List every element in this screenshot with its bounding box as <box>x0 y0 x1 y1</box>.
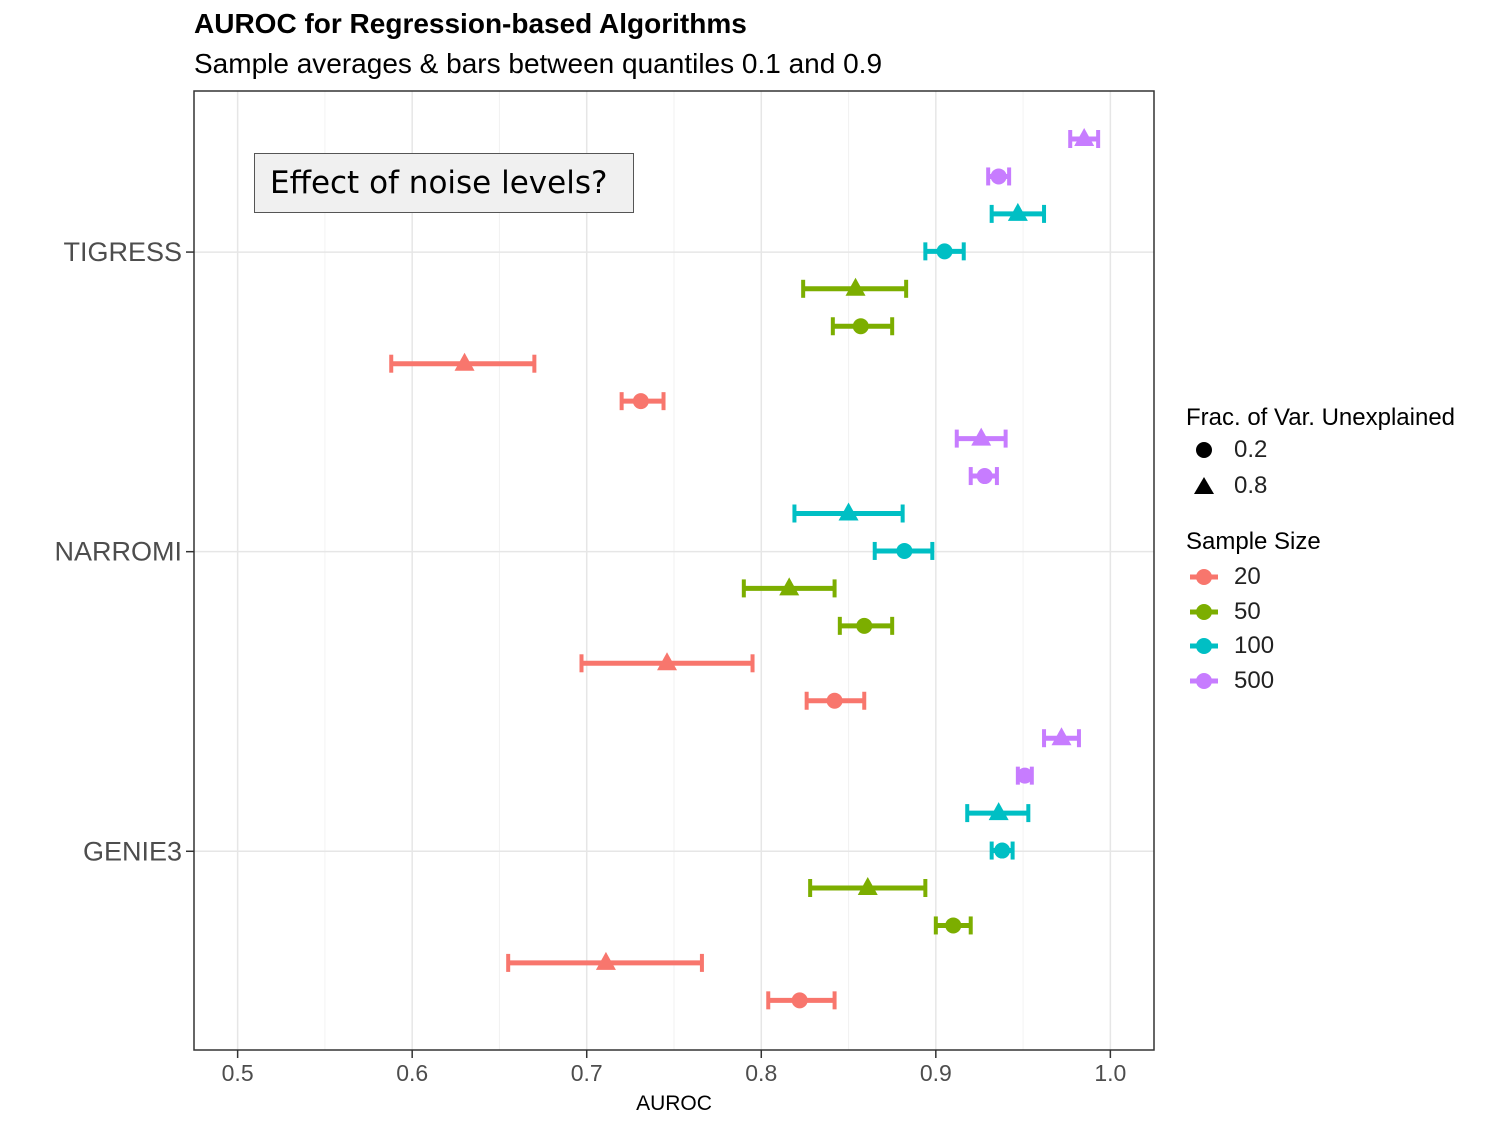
circle-icon <box>1196 442 1212 458</box>
point-circle <box>994 842 1011 859</box>
point-circle <box>976 468 993 485</box>
data-point-NARROMI-100-0.8 <box>792 502 905 523</box>
data-point-TIGRESS-20-0.8 <box>389 352 537 373</box>
legend-label: 500 <box>1234 666 1275 694</box>
point-circle <box>936 243 953 260</box>
data-point-GENIE3-20-0.2 <box>766 991 837 1010</box>
legend-label: 100 <box>1234 632 1275 660</box>
legend-item-frac-0.2: 0.2 <box>1186 432 1496 468</box>
point-circle <box>1016 767 1033 784</box>
point-circle <box>856 617 873 634</box>
legend-swatch <box>1190 672 1218 689</box>
point-triangle <box>1007 202 1028 221</box>
point-triangle <box>857 877 878 895</box>
legend-label: 50 <box>1234 597 1261 625</box>
data-point-TIGRESS-500-0.8 <box>1068 128 1101 148</box>
legend-swatch <box>1190 569 1218 586</box>
legend-swatch-dot <box>1196 603 1212 620</box>
legend-shape-title: Frac. of Var. Unexplained <box>1186 404 1456 431</box>
y-tick-label: TIGRESS <box>63 237 182 267</box>
legend: Frac. of Var. Unexplained 0.2 0.8 Sample… <box>1186 404 1496 698</box>
data-point-NARROMI-100-0.2 <box>872 541 935 560</box>
grid-layer <box>194 91 1154 1050</box>
data-point-TIGRESS-50-0.8 <box>801 277 909 298</box>
legend-label: 20 <box>1234 563 1261 591</box>
data-point-TIGRESS-50-0.2 <box>830 317 895 336</box>
x-tick-label: 0.8 <box>745 1060 777 1086</box>
legend-item-size-20: 20 <box>1186 560 1496 595</box>
point-circle <box>632 393 649 410</box>
point-circle <box>826 692 843 709</box>
point-circle <box>945 917 962 934</box>
point-triangle <box>845 277 866 296</box>
point-triangle <box>657 652 678 671</box>
data-point-NARROMI-20-0.8 <box>579 652 755 673</box>
point-triangle <box>1051 727 1072 746</box>
legend-item-frac-0.8: 0.8 <box>1186 468 1496 504</box>
legend-item-size-100: 100 <box>1186 629 1496 664</box>
legend-item-size-50: 50 <box>1186 595 1496 630</box>
legend-swatch <box>1190 603 1218 620</box>
data-point-TIGRESS-500-0.2 <box>986 167 1012 186</box>
data-point-NARROMI-500-0.2 <box>968 467 999 486</box>
x-tick-label: 1.0 <box>1094 1060 1126 1086</box>
y-tick-label: NARROMI <box>55 537 183 567</box>
annotation-box: Effect of noise levels? <box>254 153 634 213</box>
data-point-NARROMI-50-0.2 <box>837 616 895 635</box>
point-triangle <box>838 502 859 521</box>
y-tick-label: GENIE3 <box>83 836 182 866</box>
legend-label: 0.2 <box>1234 436 1268 463</box>
data-point-TIGRESS-100-0.2 <box>923 242 966 261</box>
legend-item-size-500: 500 <box>1186 664 1496 699</box>
data-point-TIGRESS-100-0.8 <box>989 202 1047 223</box>
legend-swatch-dot <box>1196 569 1212 586</box>
point-triangle <box>595 951 616 970</box>
chart-subtitle: Sample averages & bars between quantiles… <box>194 48 883 79</box>
triangle-icon <box>1194 477 1214 494</box>
data-point-GENIE3-20-0.8 <box>506 951 704 972</box>
x-tick-label: 0.9 <box>920 1060 952 1086</box>
point-triangle <box>971 427 992 446</box>
data-point-GENIE3-500-0.2 <box>1015 766 1034 785</box>
legend-label: 0.8 <box>1234 472 1268 499</box>
point-circle <box>990 168 1007 185</box>
panel-border <box>193 90 1155 1051</box>
point-triangle <box>1074 128 1095 146</box>
data-point-GENIE3-500-0.8 <box>1042 727 1081 748</box>
data-point-GENIE3-100-0.2 <box>989 841 1015 860</box>
legend-swatch-dot <box>1196 672 1212 689</box>
point-triangle <box>988 802 1009 821</box>
legend-color-title: Sample Size <box>1186 528 1321 555</box>
point-circle <box>852 318 869 335</box>
data-point-GENIE3-100-0.8 <box>965 802 1031 823</box>
point-circle <box>896 542 913 559</box>
data-point-NARROMI-500-0.8 <box>954 427 1008 448</box>
x-tick-label: 0.6 <box>396 1060 428 1086</box>
x-tick-label: 0.5 <box>222 1060 254 1086</box>
x-tick-label: 0.7 <box>571 1060 603 1086</box>
x-axis-label: AUROC <box>636 1092 712 1115</box>
data-point-GENIE3-50-0.2 <box>933 916 973 935</box>
point-circle <box>791 992 808 1009</box>
data-point-NARROMI-20-0.2 <box>804 691 867 710</box>
point-triangle <box>779 577 800 596</box>
axis-layer: TIGRESS NARROMI GENIE3 0.5 0.6 0.7 0.8 0.9 1.0 AU… <box>55 237 1127 1115</box>
marks-layer <box>389 128 1101 1010</box>
legend-swatch-dot <box>1196 638 1212 655</box>
data-point-GENIE3-50-0.8 <box>808 877 928 897</box>
data-point-NARROMI-50-0.8 <box>741 577 837 598</box>
point-triangle <box>454 352 475 371</box>
data-point-TIGRESS-20-0.2 <box>619 392 666 411</box>
annotation-text: Effect of noise levels? <box>270 165 608 201</box>
legend-swatch <box>1190 638 1218 655</box>
chart-title: AUROC for Regression-based Algorithms <box>194 8 747 39</box>
